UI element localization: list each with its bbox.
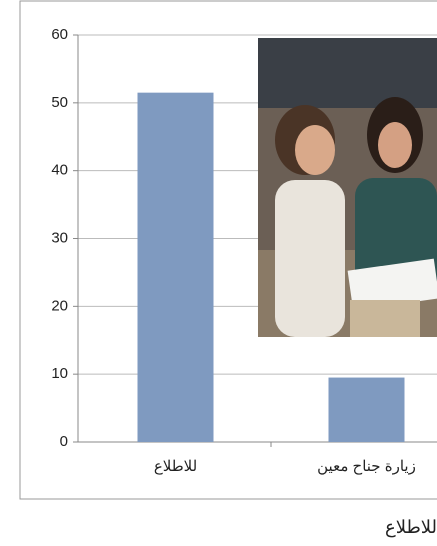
y-tick-label: 10	[51, 365, 68, 382]
bar	[329, 378, 405, 442]
x-tick-label: للاطلاع	[154, 458, 197, 475]
y-tick-label: 60	[51, 26, 68, 43]
photo-person-face	[295, 125, 335, 175]
photo-ceiling	[258, 38, 437, 108]
y-tick-label: 30	[51, 229, 68, 246]
photo-person-dress	[275, 180, 345, 337]
y-tick-label: 40	[51, 162, 68, 179]
photo	[258, 38, 437, 337]
y-tick-label: 20	[51, 297, 68, 314]
bar	[138, 93, 214, 442]
photo-pants	[350, 300, 420, 337]
y-tick-label: 0	[60, 433, 68, 450]
x-tick-label: زيارة جناح معين	[317, 458, 416, 475]
page: 0 10 20 30 40 50 60 للاطلاع زيارة جناح معين للاط…	[0, 0, 437, 541]
y-tick-label: 50	[51, 94, 68, 111]
chart: 0 10 20 30 40 50 60 للاطلاع زيارة جناح معين للاط…	[0, 0, 437, 541]
caption: للاطلاع	[385, 517, 437, 538]
photo-person2-face	[378, 122, 412, 168]
